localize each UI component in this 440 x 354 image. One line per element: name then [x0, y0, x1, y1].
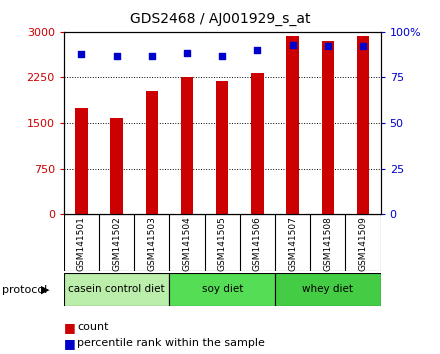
Bar [169, 273, 275, 306]
Text: GSM141504: GSM141504 [183, 216, 191, 270]
Text: GSM141505: GSM141505 [218, 216, 227, 271]
Bar [275, 273, 381, 306]
Bar [146, 91, 158, 214]
Bar [322, 41, 334, 214]
Point [324, 44, 331, 49]
Text: ■: ■ [64, 321, 76, 334]
Point [148, 53, 155, 58]
Bar [251, 73, 264, 214]
Text: GSM141506: GSM141506 [253, 216, 262, 271]
Text: GSM141502: GSM141502 [112, 216, 121, 270]
Bar [64, 273, 169, 306]
Point [183, 50, 191, 56]
Text: GDS2468 / AJ001929_s_at: GDS2468 / AJ001929_s_at [130, 12, 310, 27]
Text: count: count [77, 322, 109, 332]
Point [254, 47, 261, 53]
Text: GSM141507: GSM141507 [288, 216, 297, 271]
Text: GSM141508: GSM141508 [323, 216, 332, 271]
Point [289, 42, 296, 47]
Point [78, 51, 85, 57]
Bar [75, 108, 88, 214]
Text: protocol: protocol [2, 285, 48, 295]
Bar [286, 35, 299, 214]
Text: GSM141503: GSM141503 [147, 216, 156, 271]
Text: ▶: ▶ [40, 285, 49, 295]
Text: GSM141509: GSM141509 [359, 216, 367, 271]
Text: soy diet: soy diet [202, 284, 243, 295]
Text: casein control diet: casein control diet [68, 284, 165, 295]
Bar [216, 81, 228, 214]
Point [359, 44, 367, 49]
Point [219, 53, 226, 58]
Bar [110, 119, 123, 214]
Text: whey diet: whey diet [302, 284, 353, 295]
Bar [357, 36, 369, 214]
Bar [181, 77, 193, 214]
Text: ■: ■ [64, 337, 76, 350]
Point [113, 53, 120, 58]
Text: GSM141501: GSM141501 [77, 216, 86, 271]
Text: percentile rank within the sample: percentile rank within the sample [77, 338, 265, 348]
